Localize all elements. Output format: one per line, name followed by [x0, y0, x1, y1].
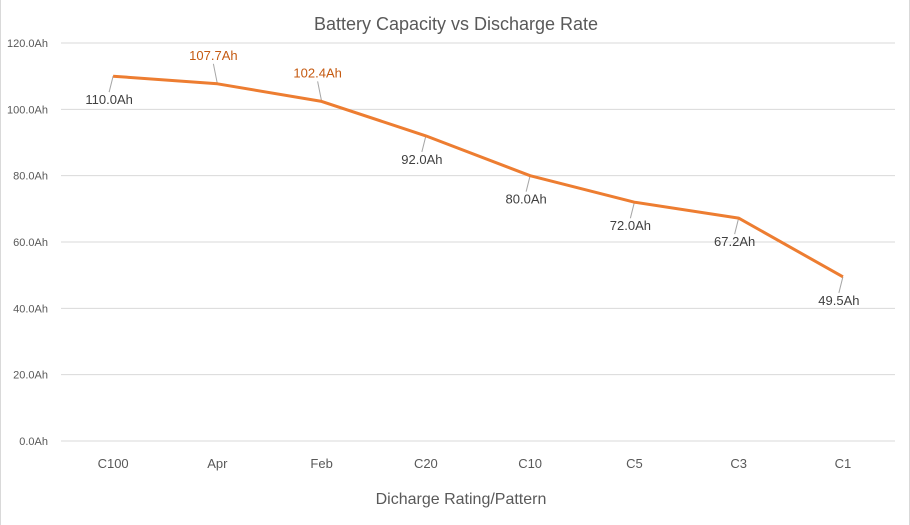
- series-line-capacity: [112, 74, 844, 279]
- x-tick-label: C100: [98, 456, 129, 471]
- data-label: 110.0Ah: [85, 92, 132, 107]
- x-axis-ticks: C100 Apr Feb C20 C10 C5 C3 C1: [98, 456, 852, 471]
- y-tick-label: 20.0Ah: [13, 370, 48, 382]
- leader-line: [629, 202, 635, 219]
- leader-line: [734, 217, 740, 235]
- leader-line: [212, 63, 218, 84]
- x-tick-label: C10: [518, 456, 542, 471]
- x-tick-label: C1: [835, 456, 852, 471]
- y-tick-label: 40.0Ah: [13, 303, 48, 315]
- leader-line: [525, 175, 531, 192]
- y-tick-label: 60.0Ah: [13, 237, 48, 249]
- y-tick-label: 120.0Ah: [7, 38, 48, 50]
- x-tick-label: C20: [414, 456, 438, 471]
- data-label: 80.0Ah: [506, 192, 547, 207]
- data-labels: 110.0Ah 107.7Ah 102.4Ah 92.0Ah 80.0Ah 72.0Ah 6…: [85, 48, 859, 308]
- y-tick-label: 0.0Ah: [19, 436, 48, 448]
- y-tick-label: 100.0Ah: [7, 104, 48, 116]
- x-tick-label: Apr: [207, 456, 228, 471]
- leader-line: [108, 76, 114, 93]
- x-tick-label: C5: [626, 456, 643, 471]
- x-tick-label: C3: [730, 456, 747, 471]
- y-axis-ticks: 0.0Ah 20.0Ah 40.0Ah 60.0Ah 80.0Ah 100.0Ah 120.…: [7, 38, 48, 448]
- leader-line: [421, 135, 427, 152]
- data-label: 72.0Ah: [610, 218, 651, 233]
- y-tick-label: 80.0Ah: [13, 171, 48, 183]
- chart-title: Battery Capacity vs Discharge Rate: [314, 14, 598, 34]
- data-label: 107.7Ah: [189, 48, 237, 63]
- data-label: 92.0Ah: [401, 152, 442, 167]
- data-label: 49.5Ah: [818, 293, 859, 308]
- data-label: 67.2Ah: [714, 234, 755, 249]
- leader-line: [317, 81, 323, 102]
- leader-lines: [108, 63, 844, 293]
- x-tick-label: Feb: [310, 456, 332, 471]
- data-label: 102.4Ah: [293, 65, 341, 80]
- gridlines: [61, 42, 895, 442]
- leader-line: [838, 276, 844, 293]
- x-axis-title: Dicharge Rating/Pattern: [376, 491, 547, 508]
